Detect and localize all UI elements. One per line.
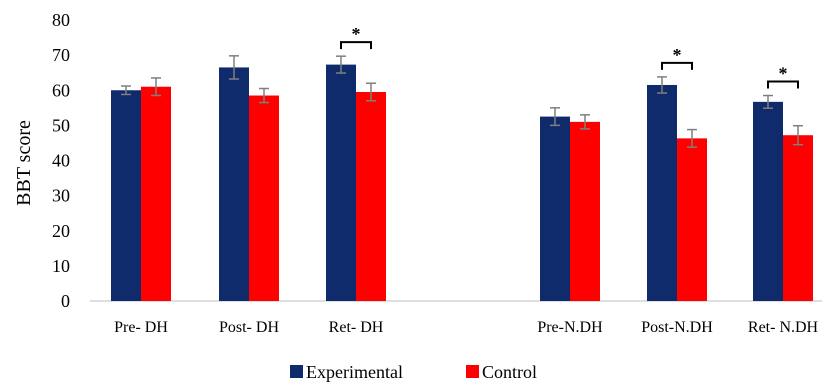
legend-label: Experimental <box>306 362 403 382</box>
bar-control <box>249 95 279 301</box>
y-tick-label: 50 <box>52 115 70 135</box>
significance-star: * <box>779 64 788 84</box>
y-tick-label: 60 <box>52 80 70 100</box>
legend-swatch-experimental <box>290 365 303 378</box>
bar-experimental <box>111 90 141 301</box>
bar-experimental <box>540 116 570 301</box>
bar-experimental <box>647 84 677 301</box>
significance-bracket <box>340 41 372 50</box>
y-axis-title: BBT score <box>13 120 35 206</box>
bar-control <box>141 86 171 301</box>
y-tick-label: 70 <box>52 45 70 65</box>
y-tick-label: 30 <box>52 186 70 206</box>
bar-experimental <box>753 101 783 301</box>
bar-experimental <box>326 64 356 301</box>
y-tick-label: 40 <box>52 151 70 171</box>
y-tick-label: 10 <box>52 256 70 276</box>
x-tick-label: Post-N.DH <box>641 319 713 336</box>
bar-experimental <box>219 67 249 301</box>
x-tick-label: Pre-N.DH <box>537 319 603 336</box>
legend-swatch-control <box>466 365 479 378</box>
bar-control <box>677 138 707 301</box>
significance-bracket <box>661 61 693 70</box>
x-tick-label: Ret- DH <box>329 319 384 336</box>
y-tick-label: 80 <box>52 10 70 30</box>
significance-star: * <box>673 45 682 65</box>
y-tick-label: 0 <box>61 291 70 311</box>
significance-star: * <box>352 24 361 44</box>
bar-control <box>783 135 813 301</box>
x-tick-label: Post- DH <box>219 319 279 336</box>
significance-bracket <box>767 80 799 89</box>
x-tick-label: Ret- N.DH <box>748 319 819 336</box>
x-tick-label: Pre- DH <box>114 319 168 336</box>
y-tick-label: 20 <box>52 221 70 241</box>
bar-control <box>356 92 386 301</box>
plot-area: 0 10 20 30 40 50 60 70 80 Pre- DH Post- DH Ret- DH P… <box>52 10 822 382</box>
legend-label: Control <box>482 362 537 382</box>
bar-control <box>570 121 600 301</box>
